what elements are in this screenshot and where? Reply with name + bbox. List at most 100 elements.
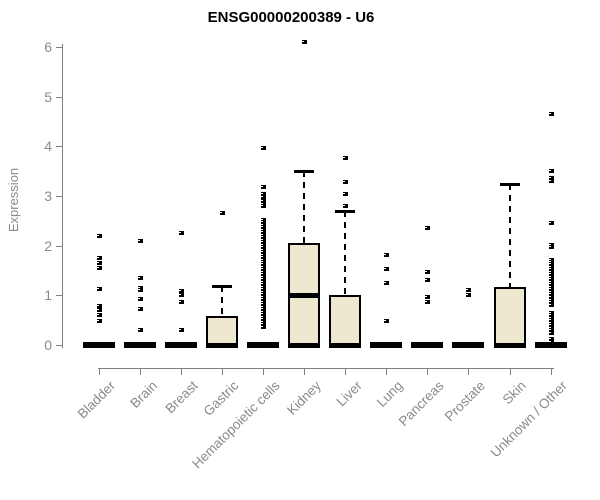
outlier-point <box>425 278 431 283</box>
outlier-point <box>261 269 267 274</box>
x-category-label: Lung <box>374 378 406 410</box>
outlier-point <box>97 303 102 308</box>
outlier-point <box>138 288 144 293</box>
whisker-cap <box>499 183 520 187</box>
outlier-point <box>384 319 390 324</box>
outlier-point <box>548 320 554 325</box>
outlier-point <box>548 220 554 225</box>
outlier-point <box>548 331 554 336</box>
outlier-point <box>548 318 554 323</box>
x-tick <box>181 368 183 375</box>
outlier-point <box>548 178 554 183</box>
outlier-point <box>261 192 267 197</box>
outlier-point <box>548 269 554 274</box>
zero-median-bar <box>288 342 321 348</box>
box <box>206 316 239 345</box>
outlier-point <box>261 230 267 235</box>
y-tick <box>56 46 63 48</box>
chart-title: ENSG00000200389 - U6 <box>207 9 375 26</box>
box <box>493 286 526 345</box>
outlier-point <box>138 328 144 333</box>
whisker <box>221 286 224 317</box>
outlier-point <box>548 274 554 279</box>
outlier-point <box>548 282 554 287</box>
outlier-point <box>138 238 144 243</box>
outlier-point <box>97 256 102 261</box>
y-tick <box>56 295 63 297</box>
outlier-point <box>261 289 267 294</box>
outlier-point <box>261 302 267 307</box>
outlier-point <box>179 293 185 298</box>
y-tick <box>56 345 63 346</box>
outlier-point <box>384 252 390 257</box>
outlier-point <box>261 297 267 302</box>
outlier-point <box>548 272 554 277</box>
x-tick <box>304 368 306 375</box>
outlier-point <box>548 313 554 318</box>
outlier-point <box>548 310 554 315</box>
outlier-point <box>261 299 267 304</box>
outlier-point <box>548 262 554 267</box>
outlier-point <box>261 277 267 282</box>
y-tick-label: 3 <box>44 187 52 204</box>
outlier-point <box>466 293 472 298</box>
y-tick <box>56 195 63 197</box>
outlier-point <box>466 288 472 293</box>
outlier-point <box>179 299 185 304</box>
outlier-point <box>261 267 267 272</box>
zero-median-bar <box>247 342 280 348</box>
median-line <box>290 293 319 299</box>
outlier-point <box>138 285 144 290</box>
zero-median-bar <box>534 342 567 348</box>
outlier-point <box>97 260 102 265</box>
x-tick <box>468 368 470 375</box>
outlier-point <box>548 340 554 345</box>
outlier-point <box>261 185 267 190</box>
whisker <box>344 210 347 296</box>
y-tick-label: 2 <box>44 237 52 254</box>
outlier-point <box>548 169 554 174</box>
outlier-point <box>548 292 554 297</box>
outlier-point <box>261 292 267 297</box>
outlier-point <box>261 220 267 225</box>
x-tick <box>427 368 429 375</box>
x-category-label: Unknown / Other <box>487 378 571 461</box>
outlier-point <box>548 289 554 294</box>
outlier-point <box>261 257 267 262</box>
x-tick <box>345 368 347 375</box>
whisker-cap <box>294 170 315 174</box>
box <box>329 295 362 345</box>
y-tick-label: 6 <box>44 38 52 55</box>
outlier-point <box>261 217 267 222</box>
x-category-label: Brain <box>126 378 160 411</box>
outlier-point <box>261 312 267 317</box>
outlier-point <box>425 269 431 274</box>
outlier-point <box>343 179 349 184</box>
x-category-label: Skin <box>499 378 530 408</box>
outlier-point <box>261 309 267 314</box>
outlier-point <box>179 289 185 294</box>
outlier-point <box>261 250 267 255</box>
whisker <box>508 184 511 287</box>
outlier-point <box>343 192 349 197</box>
x-axis-line <box>98 368 554 369</box>
y-tick <box>56 245 63 247</box>
x-tick <box>550 368 552 375</box>
outlier-point <box>261 262 267 267</box>
outlier-point <box>179 328 185 333</box>
x-tick <box>263 368 265 375</box>
outlier-point <box>138 307 144 312</box>
x-category-label: Prostate <box>441 378 489 425</box>
whisker-cap <box>212 285 233 289</box>
outlier-point <box>261 325 267 330</box>
outlier-point <box>97 233 102 238</box>
y-tick <box>56 96 63 98</box>
outlier-point <box>261 145 267 150</box>
outlier-point <box>548 337 554 342</box>
y-tick <box>56 146 63 148</box>
outlier-point <box>97 265 102 270</box>
outlier-point <box>261 252 267 257</box>
outlier-point <box>425 299 431 304</box>
x-category-label: Pancreas <box>396 378 448 429</box>
